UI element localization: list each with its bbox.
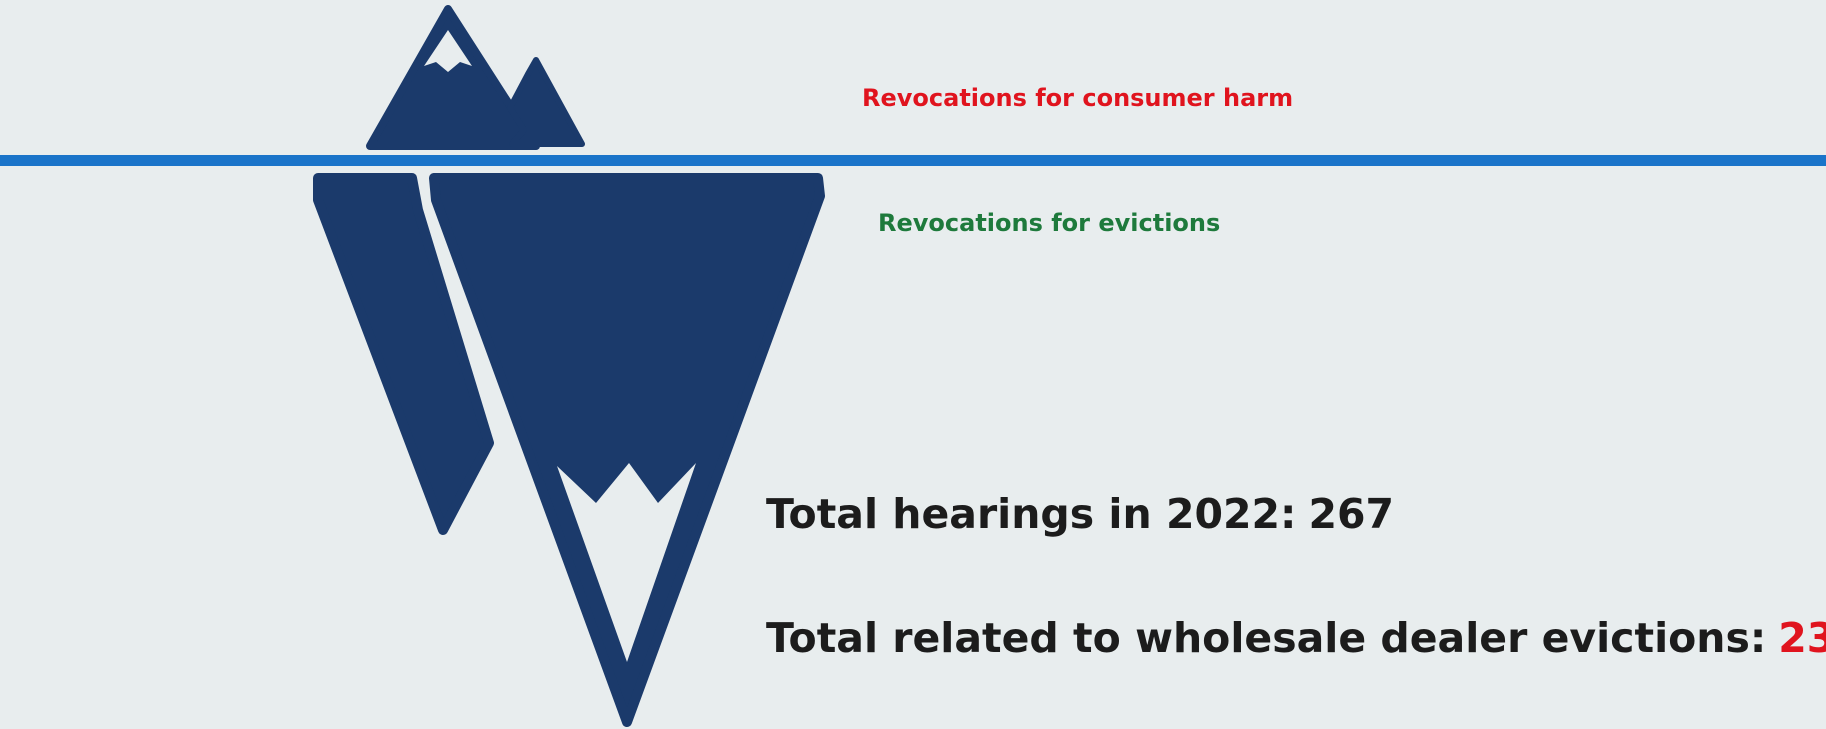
page: Revocations for consumer harm Revocation… bbox=[0, 0, 1826, 729]
total-hearings: Total hearings in 2022:267 bbox=[766, 490, 1394, 538]
total-label: Total hearings in 2022: bbox=[766, 490, 1296, 538]
total-evictions: Total related to wholesale dealer evicti… bbox=[766, 614, 1826, 662]
mountain-peak bbox=[370, 9, 536, 146]
total-value: 267 bbox=[1308, 490, 1394, 538]
label-above: Revocations for consumer harm bbox=[862, 84, 1293, 112]
label-below: Revocations for evictions bbox=[878, 209, 1220, 237]
total-value: 238 bbox=[1778, 614, 1826, 662]
waterline bbox=[0, 155, 1826, 166]
total-label: Total related to wholesale dealer evicti… bbox=[766, 614, 1766, 662]
small-peak bbox=[510, 60, 582, 144]
